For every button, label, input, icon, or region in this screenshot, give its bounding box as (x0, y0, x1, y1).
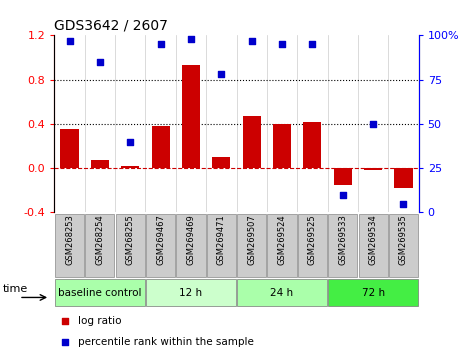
Text: GSM269469: GSM269469 (186, 215, 195, 265)
Bar (212, 157, 230, 168)
Text: GSM269534: GSM269534 (368, 215, 377, 265)
Point (339, 192, 347, 198)
Bar (182, 65, 200, 168)
Bar (146, 214, 175, 276)
Point (400, 201, 407, 206)
Text: GSM269525: GSM269525 (308, 215, 317, 265)
Point (218, 72, 225, 77)
Text: 24 h: 24 h (271, 288, 294, 298)
Bar (237, 214, 266, 276)
Bar (146, 279, 236, 307)
Text: 12 h: 12 h (179, 288, 202, 298)
Bar (85, 214, 114, 276)
Point (278, 41, 286, 47)
Bar (121, 166, 140, 168)
Text: GSM268253: GSM268253 (65, 215, 74, 265)
Text: 72 h: 72 h (361, 288, 385, 298)
Bar (359, 214, 388, 276)
Point (61, 339, 69, 344)
Point (308, 41, 316, 47)
Text: baseline control: baseline control (58, 288, 142, 298)
Text: log ratio: log ratio (78, 316, 122, 326)
Bar (55, 279, 145, 307)
Bar (207, 214, 236, 276)
Text: GSM269467: GSM269467 (156, 215, 165, 265)
Bar (333, 168, 352, 185)
Bar (298, 214, 327, 276)
Bar (151, 126, 170, 168)
Point (66, 38, 73, 44)
Bar (55, 214, 84, 276)
Text: time: time (3, 284, 28, 294)
Bar (267, 214, 297, 276)
Text: GSM269533: GSM269533 (338, 215, 347, 265)
Bar (116, 214, 145, 276)
Bar (328, 279, 418, 307)
Text: percentile rank within the sample: percentile rank within the sample (78, 337, 254, 347)
Text: GSM268254: GSM268254 (96, 215, 105, 265)
Bar (91, 160, 109, 168)
Bar (303, 122, 322, 168)
Point (126, 139, 134, 144)
Text: GSM269507: GSM269507 (247, 215, 256, 265)
Text: GSM268255: GSM268255 (126, 215, 135, 265)
Bar (273, 124, 291, 168)
Point (96, 59, 104, 65)
Point (248, 38, 255, 44)
Point (61, 318, 69, 324)
Bar (389, 214, 418, 276)
Text: GSM269471: GSM269471 (217, 215, 226, 265)
Bar (328, 214, 357, 276)
Bar (394, 168, 412, 188)
Bar (176, 214, 206, 276)
Bar (61, 130, 79, 168)
Text: GSM269535: GSM269535 (399, 215, 408, 265)
Point (369, 121, 377, 127)
Bar (237, 279, 327, 307)
Bar (243, 116, 261, 168)
Text: GDS3642 / 2607: GDS3642 / 2607 (54, 19, 168, 33)
Text: GSM269524: GSM269524 (278, 215, 287, 265)
Point (157, 41, 165, 47)
Point (187, 36, 195, 42)
Bar (364, 168, 382, 170)
